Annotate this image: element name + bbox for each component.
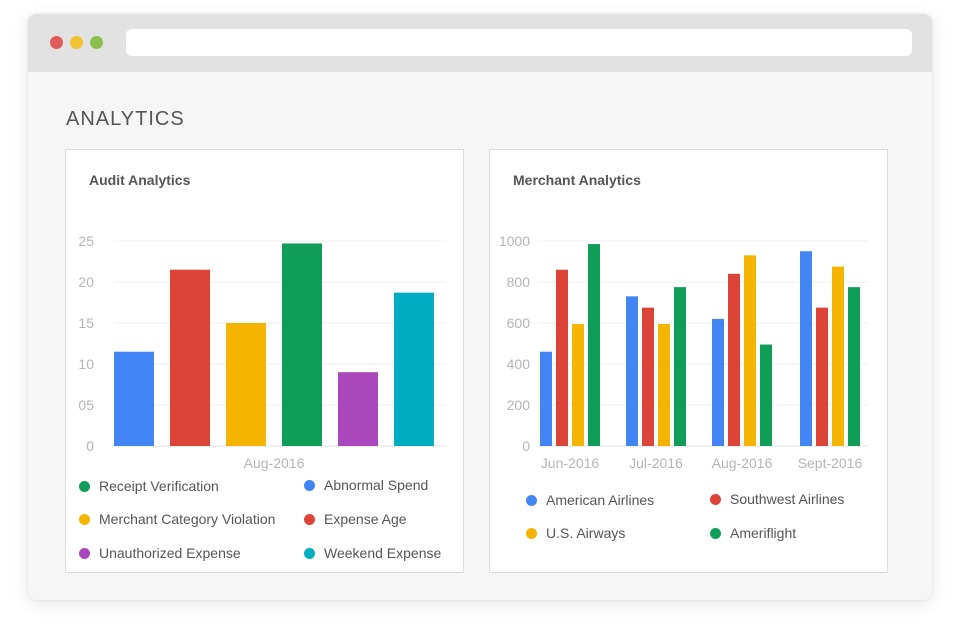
merchant-bar-american-airlines[interactable] xyxy=(800,251,812,446)
merchant-x-category-label: Jun-2016 xyxy=(541,455,600,471)
audit-bar-merchant-category-violation[interactable] xyxy=(226,323,266,446)
audit-analytics-panel: Audit Analytics 0 05 10 15 20 25 Aug-2016 Rece… xyxy=(65,149,464,573)
legend-color-dot xyxy=(710,528,721,539)
maximize-window-dot[interactable] xyxy=(90,36,103,49)
page-title: ANALYTICS xyxy=(66,108,185,130)
audit-legend-item[interactable]: Unauthorized Expense xyxy=(79,545,241,561)
merchant-bar-southwest-airlines[interactable] xyxy=(816,307,828,446)
audit-legend-item[interactable]: Abnormal Spend xyxy=(304,477,428,493)
merchant-legend-item[interactable]: Ameriflight xyxy=(710,525,796,541)
merchant-bar-american-airlines[interactable] xyxy=(626,296,638,446)
browser-window: ANALYTICS Audit Analytics 0 05 10 15 20 25 Aug… xyxy=(28,14,932,600)
merchant-y-tick-label: 600 xyxy=(507,315,531,331)
audit-legend-item[interactable]: Expense Age xyxy=(304,511,407,527)
audit-y-tick-label: 05 xyxy=(78,397,94,413)
merchant-analytics-chart: 0 200 400 600 800 1000 Jun-2016 Jul-2016 Aug-201… xyxy=(499,233,868,471)
close-window-dot[interactable] xyxy=(50,36,63,49)
legend-color-dot xyxy=(79,514,90,525)
browser-titlebar xyxy=(28,14,932,72)
audit-y-tick-label: 20 xyxy=(78,274,94,290)
audit-legend-label: Abnormal Spend xyxy=(324,477,429,493)
merchant-y-tick-label: 400 xyxy=(507,356,531,372)
audit-y-tick-label: 25 xyxy=(78,233,94,249)
legend-color-dot xyxy=(526,495,537,506)
merchant-bar-ameriflight[interactable] xyxy=(848,287,860,446)
merchant-bar-southwest-airlines[interactable] xyxy=(642,307,654,446)
audit-legend-item[interactable]: Weekend Expense xyxy=(304,545,441,561)
audit-bar-receipt-verification[interactable] xyxy=(282,243,322,446)
audit-legend-label: Receipt Verification xyxy=(99,478,219,494)
audit-bar-unauthorized-expense[interactable] xyxy=(338,372,378,446)
merchant-bar-ameriflight[interactable] xyxy=(588,244,600,446)
merchant-bar-ameriflight[interactable] xyxy=(674,287,686,446)
audit-y-tick-label: 15 xyxy=(78,315,94,331)
merchant-bar-u-s-airways[interactable] xyxy=(572,324,584,446)
audit-legend-item[interactable]: Merchant Category Violation xyxy=(79,511,275,527)
minimize-window-dot[interactable] xyxy=(70,36,83,49)
merchant-legend-label: Ameriflight xyxy=(730,525,797,541)
legend-color-dot xyxy=(304,480,315,491)
audit-bar-expense-age[interactable] xyxy=(170,269,210,446)
audit-y-tick-label: 10 xyxy=(78,356,94,372)
merchant-bar-u-s-airways[interactable] xyxy=(658,324,670,446)
merchant-legend-item[interactable]: Southwest Airlines xyxy=(710,491,844,507)
merchant-y-tick-label: 800 xyxy=(507,274,531,290)
audit-legend-item[interactable]: Receipt Verification xyxy=(79,478,219,494)
legend-color-dot xyxy=(526,528,537,539)
legend-color-dot xyxy=(304,514,315,525)
audit-analytics-chart: 0 05 10 15 20 25 Aug-2016 xyxy=(78,233,446,471)
audit-x-category-label: Aug-2016 xyxy=(244,455,305,471)
merchant-bar-american-airlines[interactable] xyxy=(540,351,552,446)
merchant-legend-label: American Airlines xyxy=(546,492,655,508)
audit-legend-label: Weekend Expense xyxy=(324,545,442,561)
merchant-legend-label: Southwest Airlines xyxy=(730,491,845,507)
audit-legend-label: Expense Age xyxy=(324,511,407,527)
legend-color-dot xyxy=(710,494,721,505)
merchant-y-tick-label: 200 xyxy=(507,397,531,413)
audit-y-tick-label: 0 xyxy=(86,438,94,454)
merchant-bar-american-airlines[interactable] xyxy=(712,318,724,446)
legend-color-dot xyxy=(79,481,90,492)
audit-bar-weekend-expense[interactable] xyxy=(394,292,434,446)
merchant-legend-item[interactable]: U.S. Airways xyxy=(526,525,625,541)
merchant-bar-southwest-airlines[interactable] xyxy=(556,269,568,446)
merchant-bar-southwest-airlines[interactable] xyxy=(728,273,740,446)
audit-legend-label: Unauthorized Expense xyxy=(99,545,241,561)
audit-legend-label: Merchant Category Violation xyxy=(99,511,276,527)
merchant-y-tick-label: 1000 xyxy=(499,233,530,249)
legend-color-dot xyxy=(79,548,90,559)
merchant-x-category-label: Jul-2016 xyxy=(629,455,683,471)
address-bar[interactable] xyxy=(126,29,912,56)
merchant-analytics-panel: Merchant Analytics 0 200 400 600 800 1000 Jun-… xyxy=(489,149,888,573)
merchant-bar-u-s-airways[interactable] xyxy=(832,266,844,446)
merchant-bar-u-s-airways[interactable] xyxy=(744,255,756,446)
merchant-x-category-label: Aug-2016 xyxy=(712,455,773,471)
merchant-analytics-title: Merchant Analytics xyxy=(513,172,641,188)
merchant-legend-label: U.S. Airways xyxy=(546,525,626,541)
legend-color-dot xyxy=(304,548,315,559)
merchant-x-category-label: Sept-2016 xyxy=(798,455,863,471)
merchant-legend-item[interactable]: American Airlines xyxy=(526,492,654,508)
audit-bar-abnormal-spend[interactable] xyxy=(114,351,154,446)
merchant-y-tick-label: 0 xyxy=(522,438,530,454)
audit-analytics-title: Audit Analytics xyxy=(89,172,191,188)
merchant-bar-ameriflight[interactable] xyxy=(760,344,772,446)
